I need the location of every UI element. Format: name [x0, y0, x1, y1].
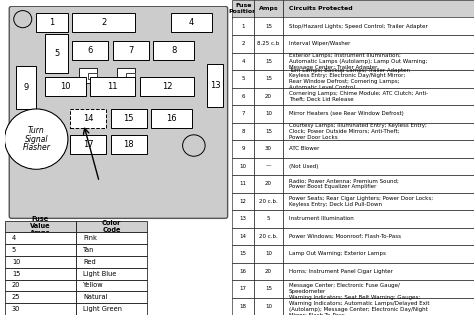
Bar: [88, 73, 99, 79]
Bar: [72, 41, 108, 60]
Bar: [110, 109, 146, 129]
Text: 2: 2: [101, 18, 107, 27]
Text: Signal: Signal: [25, 135, 48, 144]
Text: 15: 15: [123, 114, 134, 123]
Bar: [70, 109, 106, 129]
Bar: [45, 34, 68, 73]
Text: 11: 11: [108, 82, 118, 91]
Bar: [140, 77, 194, 96]
Bar: [126, 73, 135, 79]
Bar: [72, 13, 135, 32]
Bar: [171, 13, 212, 32]
Text: 13: 13: [210, 81, 220, 90]
Bar: [151, 109, 191, 129]
Text: 7: 7: [128, 46, 134, 55]
Text: 16: 16: [166, 114, 177, 123]
Bar: [79, 68, 97, 83]
Text: 17: 17: [83, 140, 93, 149]
Circle shape: [5, 110, 67, 169]
Bar: [124, 139, 135, 146]
Bar: [90, 77, 135, 96]
Text: Flasher: Flasher: [22, 143, 50, 152]
Bar: [115, 135, 135, 150]
Bar: [11, 9, 38, 38]
Bar: [88, 73, 97, 79]
Bar: [124, 139, 137, 146]
Text: Turn: Turn: [28, 126, 45, 135]
Bar: [113, 41, 149, 60]
Bar: [70, 135, 106, 154]
Bar: [110, 135, 146, 154]
Text: 14: 14: [83, 114, 93, 123]
Text: 18: 18: [123, 140, 134, 149]
Text: 8: 8: [171, 46, 176, 55]
Text: 10: 10: [60, 82, 71, 91]
Bar: [126, 73, 137, 79]
Bar: [117, 68, 135, 83]
Text: 4: 4: [189, 18, 194, 27]
Bar: [153, 41, 194, 60]
Text: 1: 1: [49, 18, 55, 27]
Bar: [36, 13, 68, 32]
Bar: [45, 77, 86, 96]
Text: 5: 5: [54, 49, 59, 58]
Text: 12: 12: [162, 82, 172, 91]
Text: 9: 9: [24, 83, 29, 92]
Text: 6: 6: [88, 46, 93, 55]
Bar: [207, 64, 223, 107]
FancyBboxPatch shape: [9, 6, 228, 218]
Bar: [16, 66, 36, 109]
